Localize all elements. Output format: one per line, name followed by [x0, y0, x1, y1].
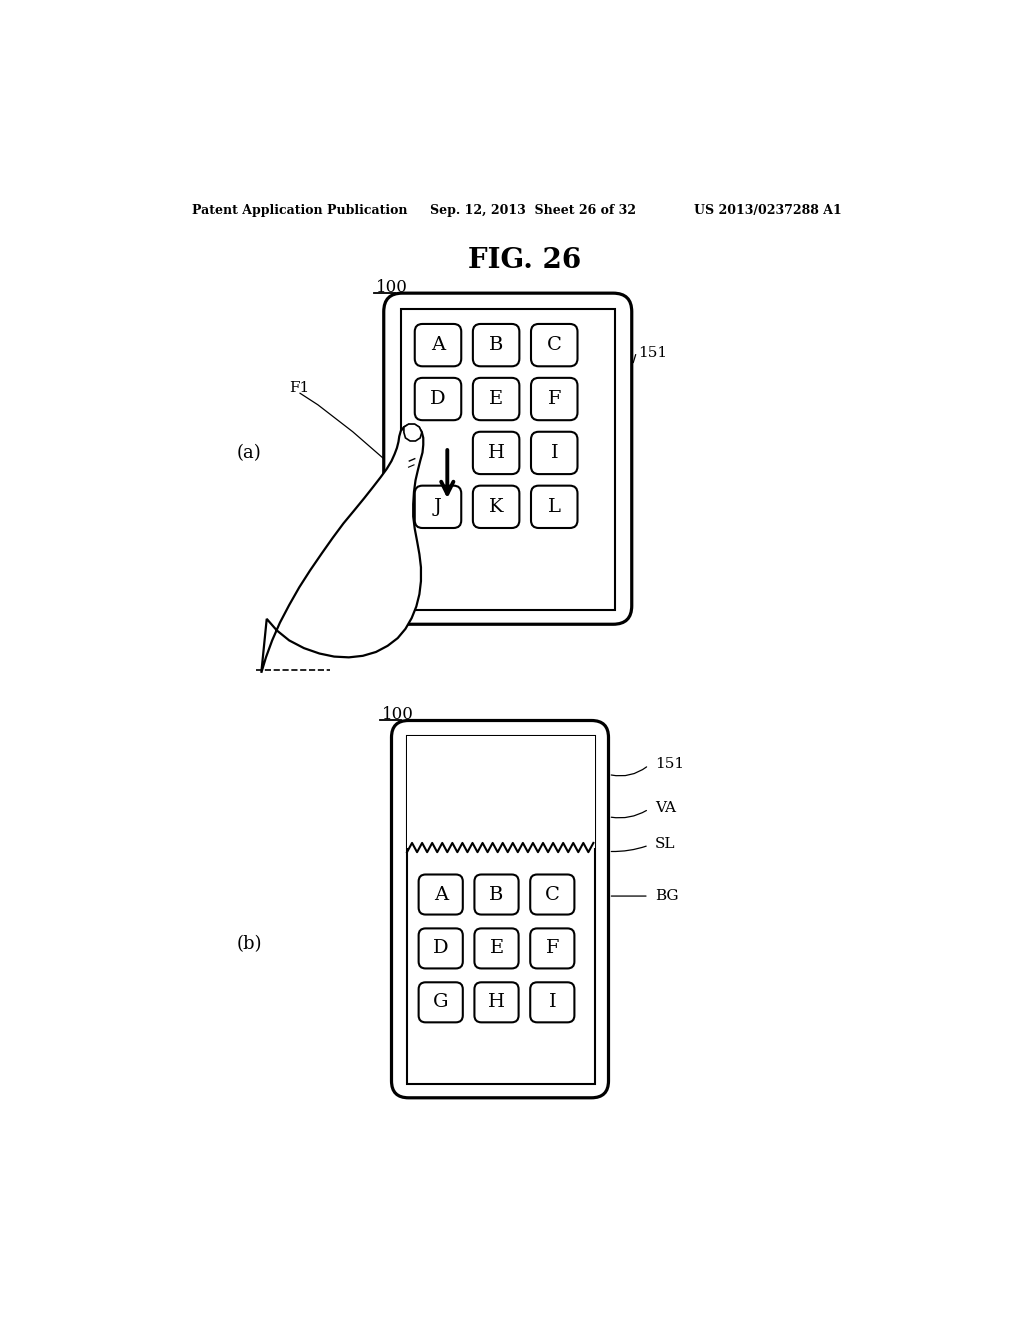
Text: C: C [545, 886, 560, 903]
Text: E: E [489, 389, 503, 408]
FancyBboxPatch shape [473, 486, 519, 528]
FancyBboxPatch shape [473, 378, 519, 420]
FancyBboxPatch shape [474, 875, 518, 915]
Text: B: B [488, 337, 504, 354]
Text: US 2013/0237288 A1: US 2013/0237288 A1 [693, 205, 842, 218]
FancyBboxPatch shape [531, 378, 578, 420]
FancyBboxPatch shape [391, 721, 608, 1098]
FancyBboxPatch shape [419, 875, 463, 915]
Text: (b): (b) [237, 935, 262, 953]
Text: Sep. 12, 2013  Sheet 26 of 32: Sep. 12, 2013 Sheet 26 of 32 [430, 205, 636, 218]
FancyBboxPatch shape [474, 982, 518, 1022]
Text: G: G [433, 994, 449, 1011]
Text: F: F [548, 389, 561, 408]
Text: 151: 151 [655, 756, 684, 771]
Text: FIG. 26: FIG. 26 [468, 247, 582, 275]
Text: K: K [488, 498, 504, 516]
FancyBboxPatch shape [531, 432, 578, 474]
FancyBboxPatch shape [415, 378, 461, 420]
Text: F1: F1 [289, 381, 309, 395]
Text: L: L [548, 498, 561, 516]
Text: H: H [488, 994, 505, 1011]
FancyBboxPatch shape [415, 323, 461, 367]
Text: I: I [551, 444, 558, 462]
Text: B: B [489, 886, 504, 903]
Text: J: J [434, 498, 442, 516]
Text: VA: VA [655, 800, 676, 814]
Text: C: C [547, 337, 562, 354]
Polygon shape [403, 424, 422, 441]
Text: I: I [549, 994, 556, 1011]
FancyBboxPatch shape [473, 432, 519, 474]
FancyBboxPatch shape [530, 875, 574, 915]
FancyBboxPatch shape [474, 928, 518, 969]
Bar [407, 737, 595, 1084]
FancyBboxPatch shape [473, 323, 519, 367]
Text: D: D [430, 389, 445, 408]
Text: E: E [489, 940, 504, 957]
Text: BG: BG [655, 890, 679, 903]
Text: H: H [487, 444, 505, 462]
Text: F: F [546, 940, 559, 957]
FancyBboxPatch shape [415, 486, 461, 528]
FancyBboxPatch shape [531, 323, 578, 367]
Text: (a): (a) [237, 445, 261, 462]
FancyBboxPatch shape [530, 982, 574, 1022]
Text: SL: SL [655, 837, 676, 850]
Bar [407, 737, 595, 847]
FancyBboxPatch shape [530, 928, 574, 969]
Text: 100: 100 [382, 706, 414, 723]
FancyBboxPatch shape [419, 982, 463, 1022]
Text: A: A [433, 886, 447, 903]
Text: Patent Application Publication: Patent Application Publication [191, 205, 408, 218]
Text: D: D [433, 940, 449, 957]
FancyBboxPatch shape [419, 928, 463, 969]
FancyBboxPatch shape [384, 293, 632, 624]
FancyBboxPatch shape [531, 486, 578, 528]
Text: 100: 100 [376, 280, 408, 296]
Bar [400, 309, 614, 610]
Polygon shape [261, 425, 423, 673]
Text: 151: 151 [638, 346, 667, 360]
Text: A: A [431, 337, 445, 354]
